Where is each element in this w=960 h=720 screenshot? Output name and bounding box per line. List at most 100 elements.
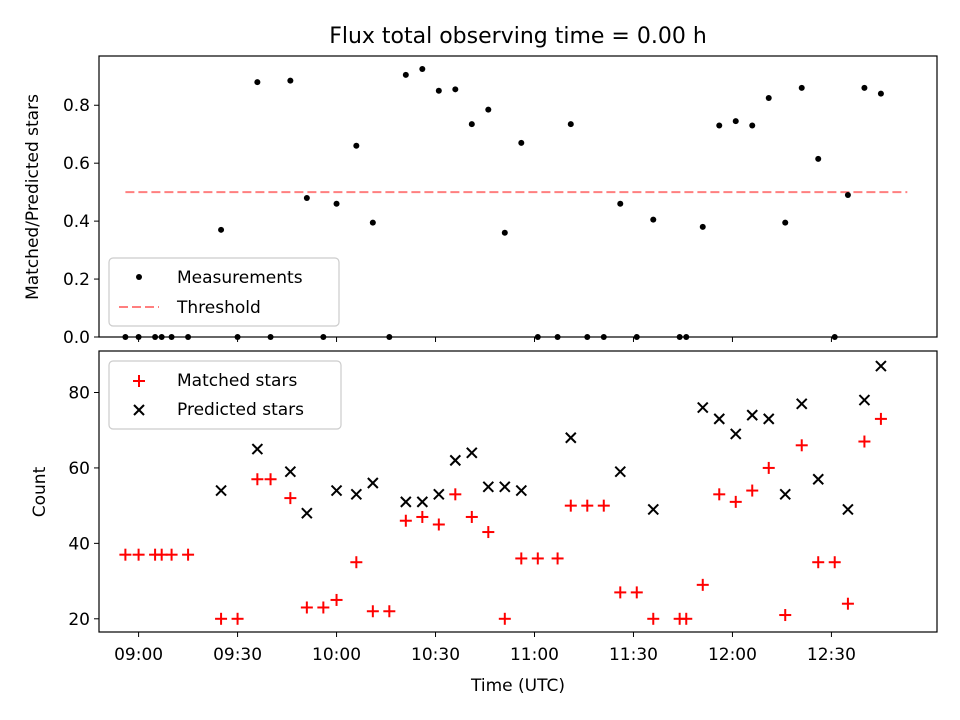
legend-predicted-marker <box>133 404 145 416</box>
top-axes-frame <box>98 55 938 338</box>
predicted-star-point <box>400 496 412 508</box>
top-chart-title: Flux total observing time = 0.00 h <box>329 24 707 49</box>
top-panel: Flux total observing time = 0.00 h Match… <box>23 24 938 348</box>
bottom-x-ticks: 09:00 09:30 10:00 10:30 11:00 11:30 12:00 12:30 <box>114 632 856 665</box>
measurement-point <box>650 216 657 223</box>
measurement-point <box>303 194 310 201</box>
predicted-star-point <box>284 465 297 478</box>
matched-star-point <box>795 439 808 452</box>
bottom-x-tick-label: 12:30 <box>807 645 856 665</box>
measurement-point <box>402 71 409 78</box>
legend-predicted-label: Predicted stars <box>177 400 304 420</box>
matched-star-point <box>564 499 577 512</box>
predicted-star-point <box>215 484 227 497</box>
matched-star-point <box>350 556 363 569</box>
measurement-point <box>861 84 868 91</box>
predicted-star-point <box>367 477 379 489</box>
predicted-star-point <box>858 394 871 406</box>
predicted-star-point <box>697 401 709 414</box>
bottom-axes-frame <box>98 350 938 633</box>
matched-star-point <box>597 499 610 512</box>
top-y-tick-label: 0.2 <box>63 270 90 290</box>
top-legend: Measurements Threshold <box>108 257 340 327</box>
measurement-point <box>844 192 851 199</box>
measurement-point <box>218 226 225 233</box>
bottom-y-tick-label: 60 <box>68 459 90 479</box>
measurement-point <box>617 200 624 207</box>
matched-star-point <box>680 612 693 625</box>
measurement-point <box>333 200 340 207</box>
predicted-star-point <box>482 481 495 493</box>
measurement-point <box>419 66 426 73</box>
top-y-ticks: 0.0 0.2 0.4 0.6 0.8 <box>63 96 99 348</box>
top-y-axis-label: Matched/Predicted stars <box>23 94 43 300</box>
matched-star-point <box>713 488 726 501</box>
measurement-point <box>501 229 508 236</box>
predicted-star-point <box>763 413 775 425</box>
matched-star-point <box>812 556 825 569</box>
predicted-star-point <box>647 503 659 516</box>
bottom-legend: Matched stars Predicted stars <box>108 360 342 430</box>
matched-star-point <box>696 578 709 591</box>
matched-star-point <box>614 586 627 599</box>
legend-measurements-marker <box>136 274 142 280</box>
predicted-star-point <box>433 488 445 501</box>
bottom-x-tick-label: 09:00 <box>114 645 163 665</box>
matched-star-point <box>132 548 145 561</box>
top-legend-box <box>108 257 340 327</box>
predicted-star-point <box>713 413 725 425</box>
matched-star-point <box>779 609 792 622</box>
predicted-star-point <box>449 454 462 467</box>
matched-star-point <box>762 461 775 474</box>
bottom-x-tick-label: 10:00 <box>312 645 361 665</box>
matched-star-point <box>317 601 330 614</box>
matched-star-point <box>231 612 244 625</box>
measurement-point <box>254 79 261 86</box>
predicted-star-point <box>416 496 429 508</box>
predicted-star-point <box>875 360 887 372</box>
top-y-tick-label: 0.6 <box>63 154 90 174</box>
bottom-y-tick-label: 80 <box>68 383 90 403</box>
matched-star-point <box>630 586 643 599</box>
matched-star-point <box>498 612 511 625</box>
matched-star-point <box>182 548 195 561</box>
bottom-y-ticks: 20 40 60 80 <box>68 383 99 630</box>
matched-star-point <box>432 518 445 531</box>
matched-star-point <box>551 552 564 565</box>
measurement-point <box>716 122 723 129</box>
matched-star-point <box>482 526 495 539</box>
matched-star-point <box>729 495 742 508</box>
predicted-star-point <box>499 481 511 493</box>
top-y-tick-label: 0.4 <box>63 212 90 232</box>
predicted-star-point <box>842 503 854 516</box>
measurement-point <box>699 223 706 230</box>
predicted-star-point <box>812 473 824 485</box>
predicted-star-point <box>466 447 478 459</box>
measurement-point <box>518 139 525 146</box>
matched-star-point <box>251 473 264 486</box>
predicted-star-point <box>730 428 742 440</box>
matched-star-point <box>399 514 412 527</box>
measurement-point <box>485 106 492 113</box>
matched-star-point <box>165 548 178 561</box>
matched-star-point <box>746 484 759 497</box>
matched-star-point <box>515 552 528 565</box>
predicted-star-point <box>746 409 758 421</box>
top-y-tick-label: 0.0 <box>63 328 90 348</box>
matched-star-point <box>581 499 594 512</box>
matched-star-point <box>383 605 396 618</box>
predicted-star-point <box>330 484 343 497</box>
matched-star-point <box>215 612 228 625</box>
matched-star-point <box>300 601 313 614</box>
legend-matched-marker <box>133 375 145 387</box>
matched-star-point <box>647 612 660 625</box>
measurement-point <box>353 142 360 149</box>
matched-star-point <box>465 510 478 523</box>
bottom-y-tick-label: 20 <box>68 610 90 630</box>
bottom-x-tick-label: 10:30 <box>411 645 460 665</box>
measurement-point <box>798 84 805 91</box>
matched-star-point <box>264 473 277 486</box>
measurement-point <box>782 219 789 226</box>
legend-threshold-label: Threshold <box>176 298 261 318</box>
